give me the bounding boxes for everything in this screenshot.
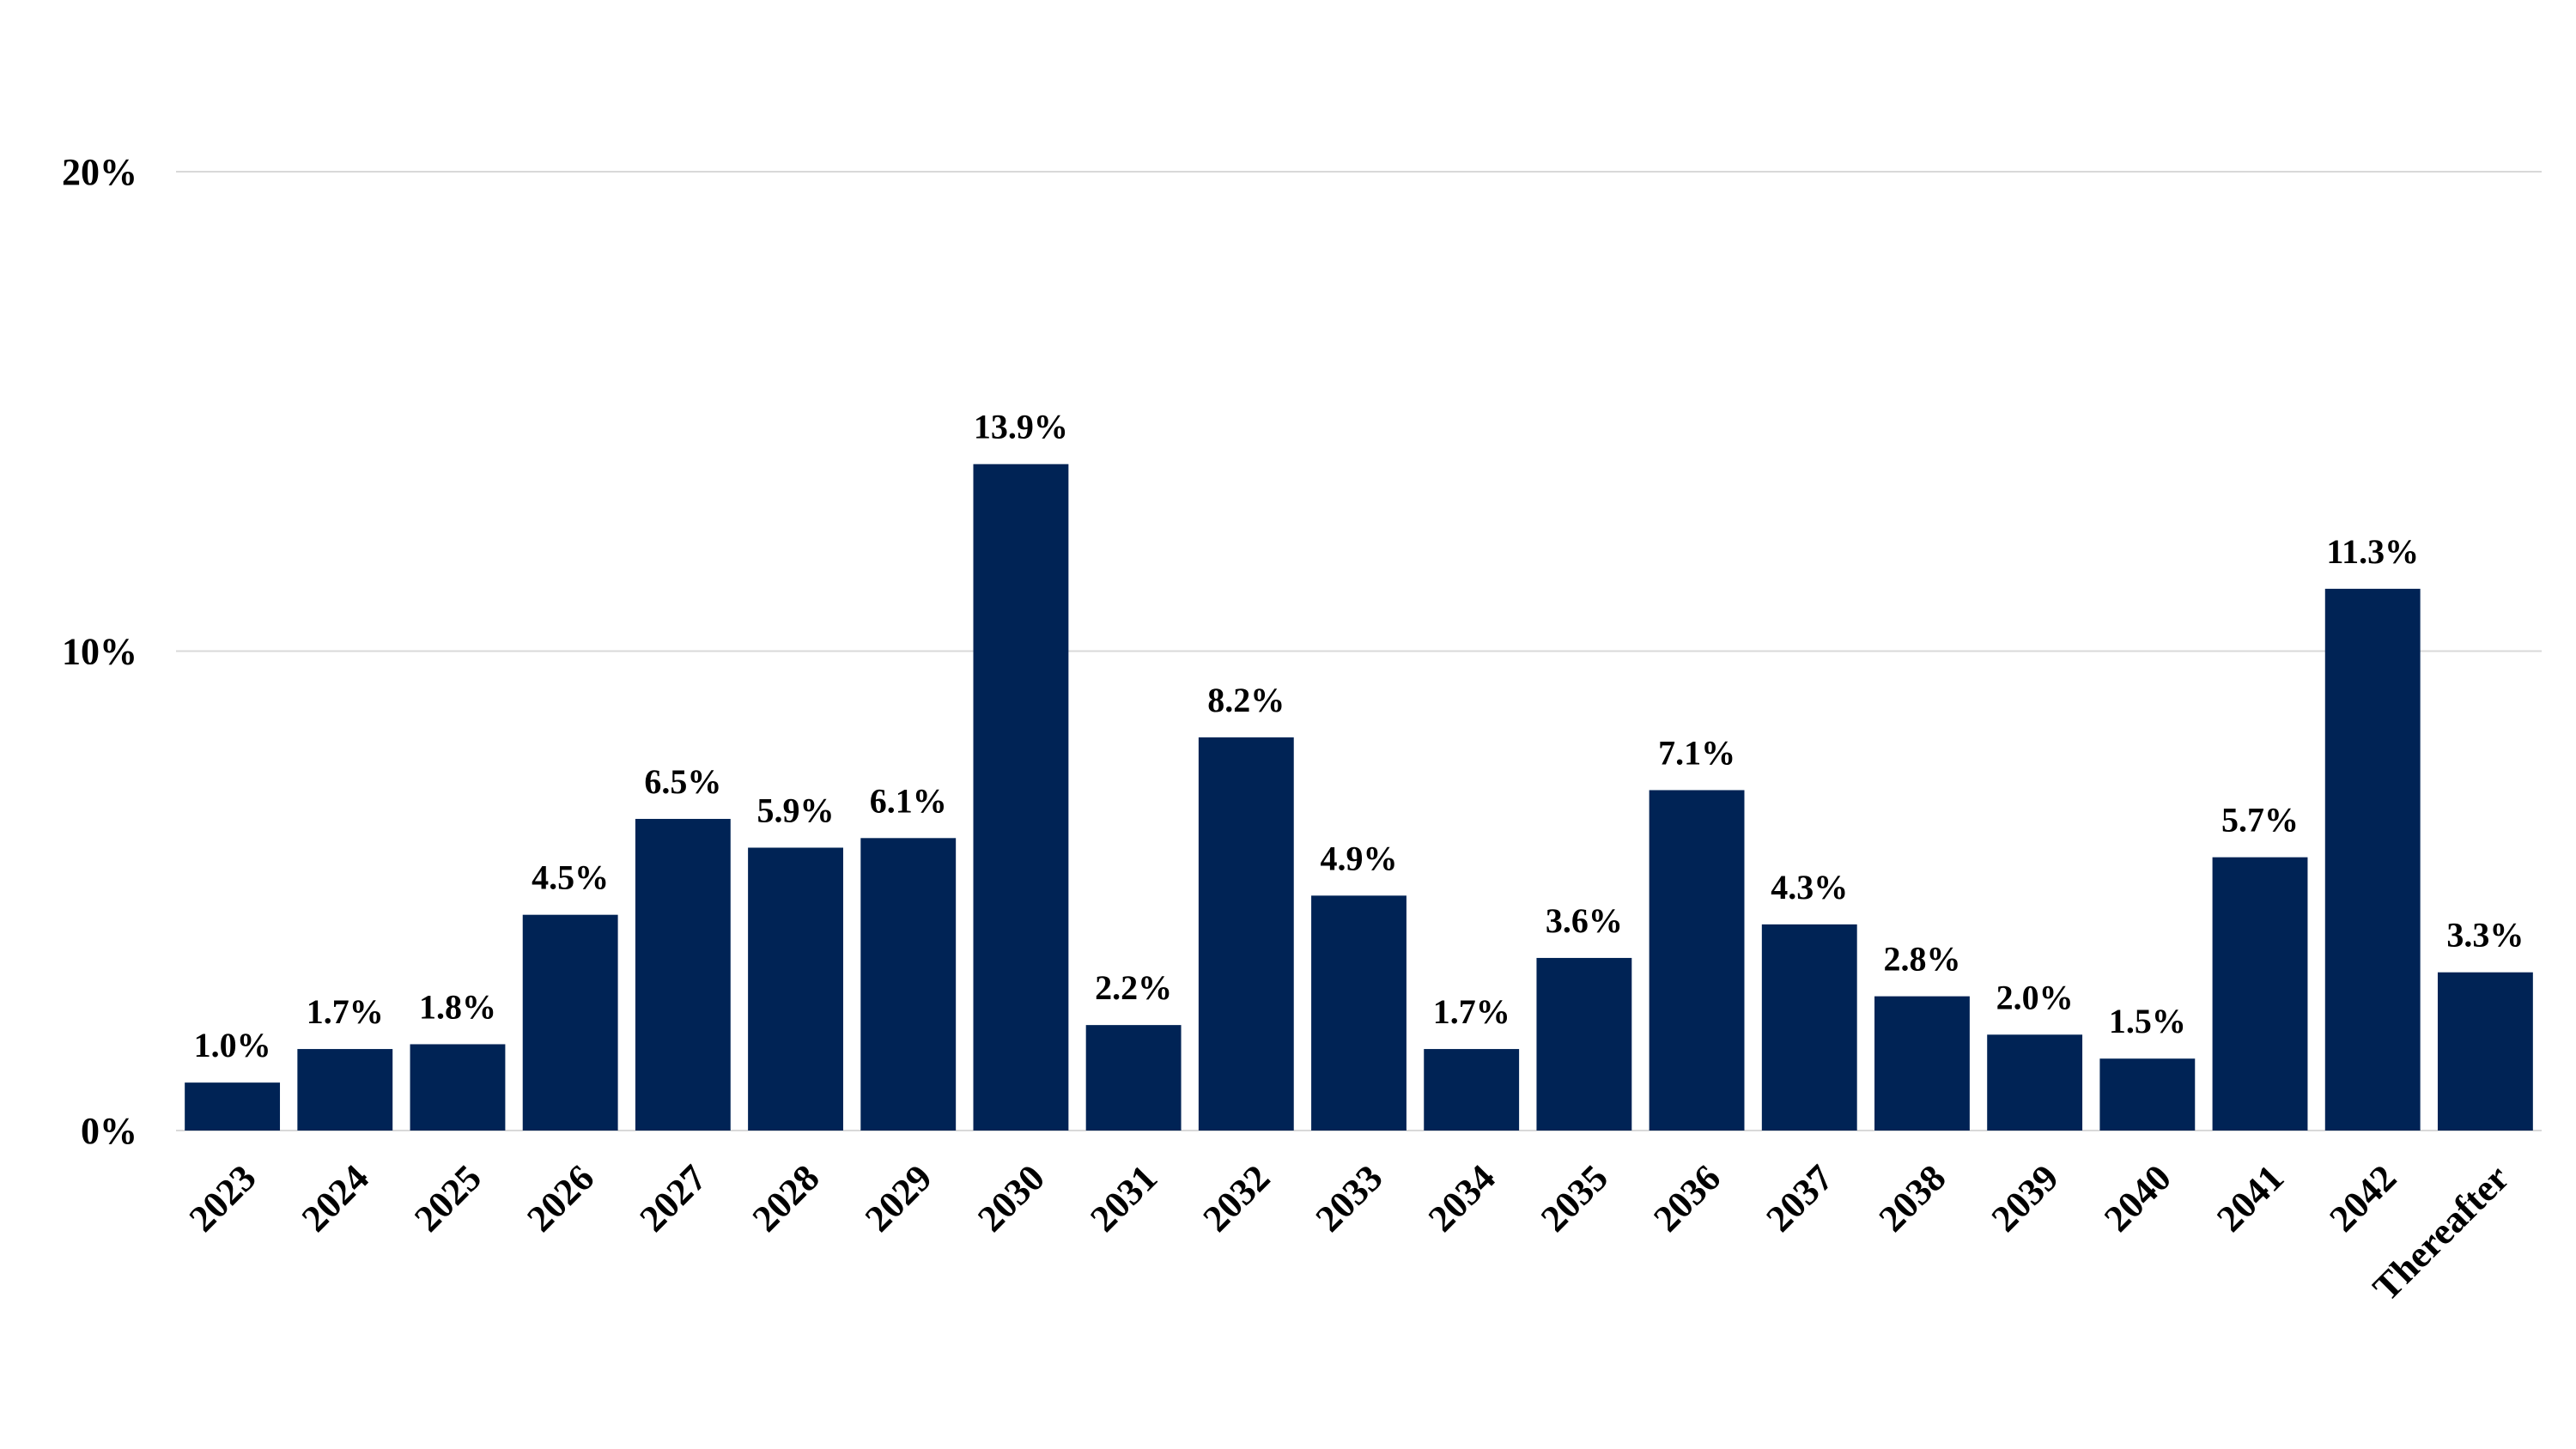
x-tick-label: 2042 (2321, 1156, 2404, 1240)
bar (1761, 924, 1857, 1131)
data-label: 11.3% (2326, 532, 2419, 571)
x-tick-label: 2036 (1645, 1156, 1728, 1240)
x-tick-label: 2033 (1308, 1156, 1391, 1240)
data-label: 1.7% (1433, 992, 1510, 1031)
x-tick-label: 2028 (744, 1156, 828, 1240)
x-tick-label: 2034 (1420, 1156, 1504, 1240)
bar (2437, 972, 2533, 1131)
data-label: 3.3% (2446, 916, 2524, 955)
bar (1085, 1025, 1182, 1131)
data-label: 6.1% (870, 781, 947, 820)
data-labels: 1.0% 1.7% 1.8% 4.5% 6.5% 5.9% 6.1% 13.9% 2.2% 8.2… (194, 408, 2524, 1064)
bar (2099, 1058, 2196, 1131)
y-axis-ticks: 0% 10% 20% (62, 151, 137, 1152)
x-tick-label: 2023 (181, 1156, 264, 1240)
data-label: 8.2% (1207, 681, 1285, 719)
bar (1424, 1049, 1520, 1131)
x-tick-label: 2030 (969, 1156, 1053, 1240)
data-label: 1.8% (419, 987, 496, 1026)
x-tick-label: 2026 (519, 1156, 602, 1240)
data-label: 2.0% (1996, 978, 2074, 1016)
data-label: 1.7% (307, 992, 384, 1031)
y-tick-label: 0% (81, 1110, 137, 1152)
data-label: 6.5% (644, 762, 721, 801)
bars (185, 464, 2533, 1131)
x-tick-label: 2031 (1082, 1156, 1165, 1240)
bar (1874, 996, 1970, 1131)
x-tick-label: 2032 (1195, 1156, 1279, 1240)
x-tick-label: 2039 (1984, 1156, 2067, 1240)
data-label: 2.2% (1095, 968, 1172, 1007)
x-axis-ticks: 2023 2024 2025 2026 2027 2028 2029 2030 2031 2032… (181, 1156, 2518, 1308)
data-label: 4.9% (1321, 839, 1398, 877)
bar (1536, 957, 1632, 1131)
bar (185, 1082, 281, 1131)
x-tick-label: 2024 (294, 1156, 377, 1240)
data-label: 2.8% (1883, 940, 1960, 979)
data-label: 1.0% (194, 1026, 271, 1064)
bar (2324, 588, 2421, 1131)
bar (635, 818, 731, 1131)
bar (973, 464, 1069, 1131)
bar (522, 914, 618, 1131)
x-tick-label: 2035 (1533, 1156, 1616, 1240)
bar (748, 847, 843, 1131)
bar (1311, 895, 1406, 1131)
x-tick-label: 2038 (1871, 1156, 1954, 1240)
bar (297, 1049, 393, 1131)
x-tick-label: 2040 (2096, 1156, 2179, 1240)
x-tick-label: 2027 (632, 1156, 715, 1240)
data-label: 3.6% (1546, 901, 1623, 940)
data-label: 7.1% (1658, 733, 1735, 772)
x-tick-label: 2025 (406, 1156, 489, 1240)
bar (1987, 1034, 2083, 1131)
y-tick-label: 10% (62, 631, 137, 673)
data-label: 4.3% (1771, 868, 1848, 906)
y-tick-label: 20% (62, 151, 137, 193)
data-label: 5.7% (2221, 801, 2299, 840)
data-label: 5.9% (757, 791, 835, 829)
bar (410, 1044, 506, 1131)
x-tick-label: 2029 (857, 1156, 940, 1240)
data-label: 13.9% (974, 408, 1068, 446)
bar (860, 838, 957, 1131)
data-label: 1.5% (2109, 1002, 2186, 1040)
bar (2212, 857, 2308, 1131)
data-label: 4.5% (532, 858, 609, 897)
bar (1198, 737, 1294, 1131)
x-tick-label: 2037 (1758, 1156, 1841, 1240)
bar (1649, 790, 1745, 1131)
x-tick-label: 2041 (2208, 1156, 2292, 1240)
